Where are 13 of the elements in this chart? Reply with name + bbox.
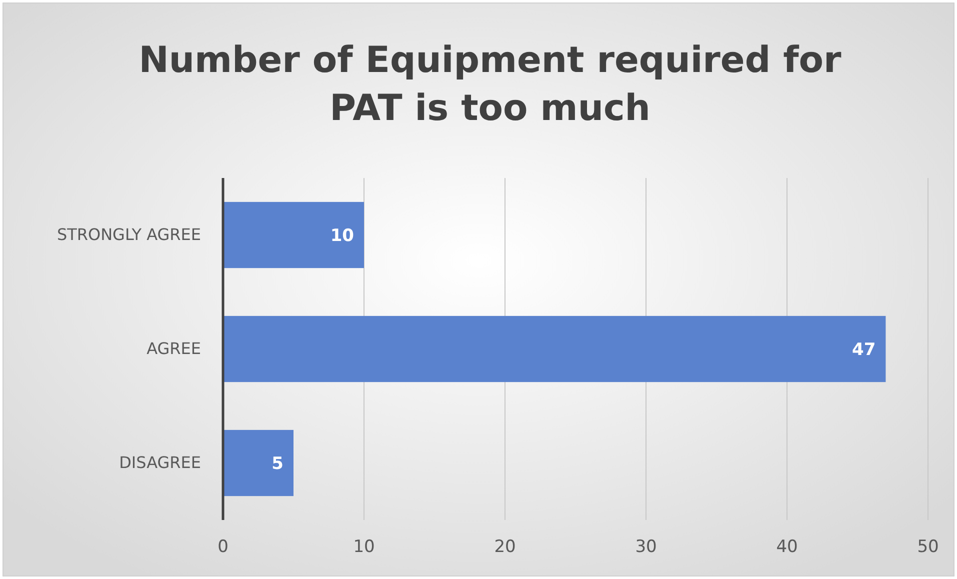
x-tick-label: 0: [218, 537, 228, 558]
x-tick-label: 20: [494, 537, 516, 558]
y-tick-label: DISAGREE: [119, 453, 201, 472]
y-tick-label: STRONGLY AGREE: [56, 225, 201, 244]
x-tick-label: 40: [776, 537, 798, 558]
chart-title: Number of Equipment required for PAT is too much: [138, 40, 842, 129]
data-label: 47: [852, 340, 876, 360]
x-tick-label: 10: [353, 537, 375, 558]
x-tick-label: 50: [917, 537, 939, 558]
x-tick-label: 30: [635, 537, 657, 558]
data-label: 10: [330, 226, 354, 246]
data-label: 5: [272, 454, 284, 474]
y-tick-label: AGREE: [146, 339, 201, 358]
